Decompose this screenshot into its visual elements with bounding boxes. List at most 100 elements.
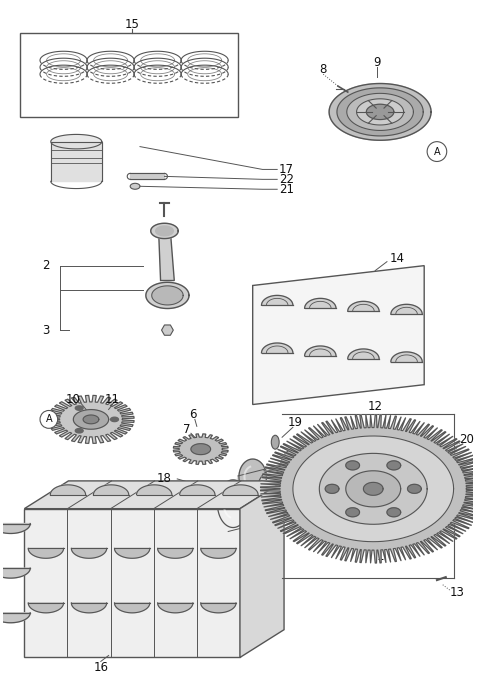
Polygon shape <box>391 352 422 362</box>
Polygon shape <box>75 428 83 433</box>
Polygon shape <box>72 603 107 613</box>
Polygon shape <box>240 481 284 658</box>
Polygon shape <box>356 433 409 502</box>
Text: 10: 10 <box>66 393 81 406</box>
Text: A: A <box>433 146 440 157</box>
Polygon shape <box>40 65 87 75</box>
Text: 21: 21 <box>279 183 294 196</box>
Circle shape <box>40 411 58 428</box>
Polygon shape <box>72 549 107 558</box>
Polygon shape <box>346 508 360 517</box>
Text: 7: 7 <box>183 423 191 436</box>
Polygon shape <box>157 549 193 558</box>
Text: 11: 11 <box>105 393 120 406</box>
Ellipse shape <box>130 184 140 189</box>
Polygon shape <box>130 173 165 179</box>
Polygon shape <box>262 295 293 305</box>
Polygon shape <box>0 524 30 533</box>
Polygon shape <box>201 603 236 613</box>
Polygon shape <box>115 603 150 613</box>
Text: 16: 16 <box>93 661 108 674</box>
Polygon shape <box>329 83 431 140</box>
Polygon shape <box>281 449 308 485</box>
Polygon shape <box>347 93 413 130</box>
Polygon shape <box>24 509 240 658</box>
Polygon shape <box>391 304 422 314</box>
Polygon shape <box>73 410 108 429</box>
Polygon shape <box>134 51 181 60</box>
Polygon shape <box>348 302 379 311</box>
Polygon shape <box>110 417 119 422</box>
Polygon shape <box>357 99 404 125</box>
Polygon shape <box>48 395 134 444</box>
Polygon shape <box>134 58 181 67</box>
Polygon shape <box>157 603 193 613</box>
Polygon shape <box>305 346 336 356</box>
Polygon shape <box>267 456 321 522</box>
Polygon shape <box>28 549 63 558</box>
Polygon shape <box>162 325 173 335</box>
Polygon shape <box>87 65 134 75</box>
Polygon shape <box>223 485 258 495</box>
Polygon shape <box>387 508 401 517</box>
Text: 17: 17 <box>279 163 294 176</box>
Polygon shape <box>408 484 421 493</box>
Polygon shape <box>181 58 228 67</box>
Text: 20: 20 <box>459 433 474 446</box>
Polygon shape <box>293 436 454 542</box>
Polygon shape <box>319 453 427 524</box>
Text: 2: 2 <box>42 259 50 272</box>
Polygon shape <box>239 459 266 495</box>
Text: 15: 15 <box>125 18 140 31</box>
Polygon shape <box>325 484 339 493</box>
Text: 12: 12 <box>368 400 383 413</box>
Polygon shape <box>387 461 401 470</box>
Polygon shape <box>201 549 236 558</box>
Polygon shape <box>389 437 420 485</box>
Circle shape <box>427 141 447 161</box>
Polygon shape <box>51 141 102 181</box>
Polygon shape <box>134 65 181 75</box>
Polygon shape <box>87 51 134 60</box>
Text: 1: 1 <box>376 550 384 563</box>
Polygon shape <box>369 428 396 464</box>
Polygon shape <box>198 489 225 497</box>
Text: A: A <box>46 415 52 424</box>
Polygon shape <box>346 471 401 507</box>
Polygon shape <box>156 226 173 236</box>
Polygon shape <box>395 466 434 488</box>
Polygon shape <box>40 58 87 67</box>
Polygon shape <box>305 298 336 308</box>
Polygon shape <box>405 471 424 482</box>
Text: 18: 18 <box>157 473 172 485</box>
Text: 14: 14 <box>390 253 405 265</box>
Polygon shape <box>337 88 423 136</box>
Ellipse shape <box>271 435 279 449</box>
Polygon shape <box>228 466 277 531</box>
Polygon shape <box>348 349 379 359</box>
Polygon shape <box>0 568 30 578</box>
Polygon shape <box>366 104 394 119</box>
Text: 9: 9 <box>373 56 381 69</box>
Polygon shape <box>181 51 228 60</box>
Text: 22: 22 <box>279 172 294 186</box>
Polygon shape <box>213 489 240 497</box>
Text: 13: 13 <box>450 586 465 600</box>
Polygon shape <box>300 460 332 508</box>
Polygon shape <box>217 480 249 528</box>
Polygon shape <box>346 461 360 470</box>
Polygon shape <box>115 549 150 558</box>
Polygon shape <box>181 65 228 75</box>
Polygon shape <box>180 485 215 495</box>
Polygon shape <box>75 406 83 411</box>
Text: 6: 6 <box>189 408 197 421</box>
Polygon shape <box>28 603 63 613</box>
Polygon shape <box>173 434 228 464</box>
Polygon shape <box>146 282 189 308</box>
Polygon shape <box>345 450 376 497</box>
Polygon shape <box>252 266 424 404</box>
Polygon shape <box>136 485 172 495</box>
Polygon shape <box>94 485 129 495</box>
Bar <box>21 32 238 117</box>
Polygon shape <box>158 231 174 281</box>
